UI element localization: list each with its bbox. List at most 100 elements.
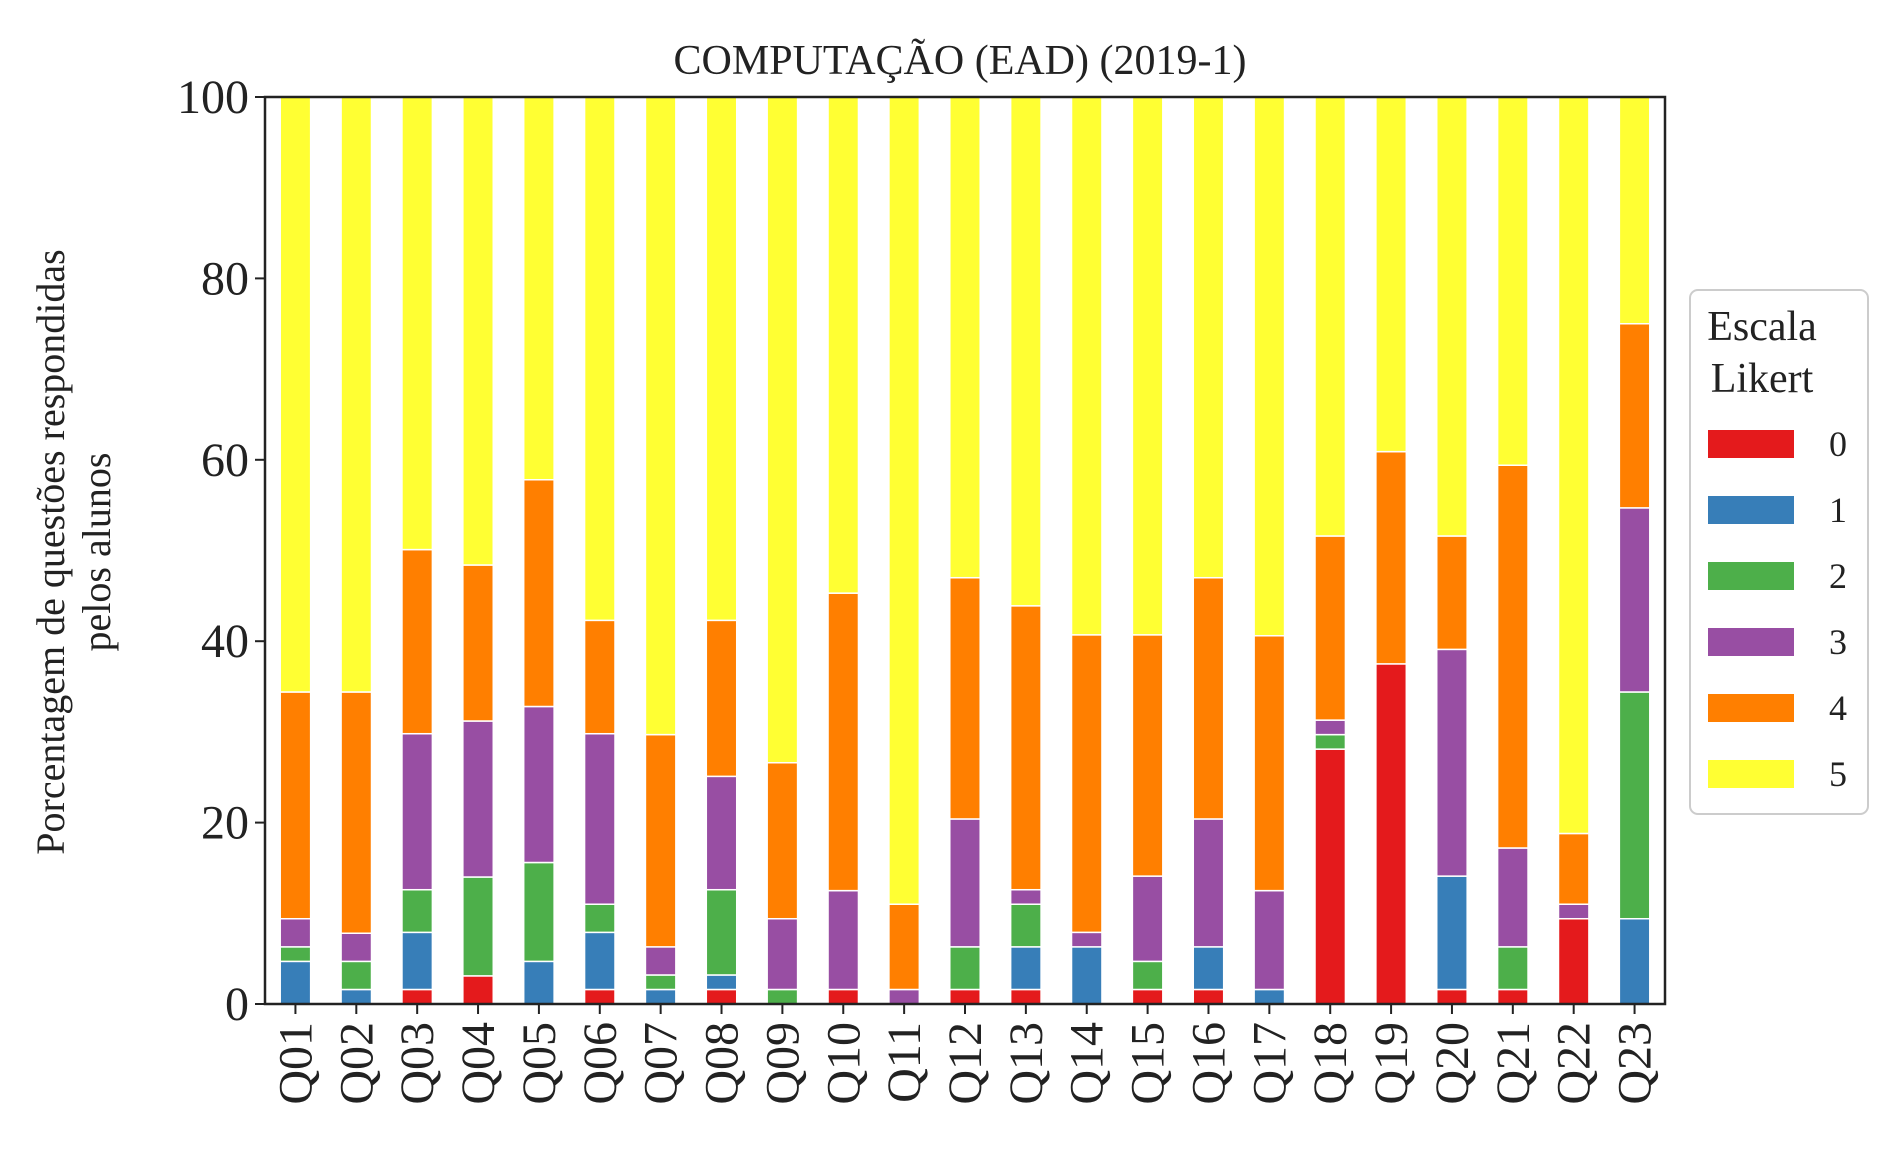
bar-q15-likert-3 <box>1131 875 1164 963</box>
bar-q22-likert-3 <box>1557 903 1590 920</box>
x-tick-label-q02: Q02 <box>330 1022 383 1105</box>
bar-q15-likert-4 <box>1131 634 1164 877</box>
bar-q04-likert-5 <box>462 96 495 566</box>
x-tick-label-q04: Q04 <box>452 1022 505 1105</box>
bar-q12-likert-2 <box>949 946 981 991</box>
legend-label-1: 1 <box>1829 490 1847 530</box>
bar-q05-likert-5 <box>522 96 555 481</box>
legend-swatch-3 <box>1708 628 1794 656</box>
x-tick-label-q11: Q11 <box>878 1022 931 1103</box>
y-tick-label-40: 40 <box>201 615 249 668</box>
bar-q09-likert-2 <box>766 988 799 1005</box>
x-tick-label-q05: Q05 <box>513 1022 566 1105</box>
bar-q04-likert-3 <box>462 720 495 878</box>
y-tick-label-80: 80 <box>201 252 249 305</box>
bar-q17-likert-3 <box>1253 889 1286 991</box>
bar-q18-likert-2 <box>1314 733 1347 750</box>
bar-q12-likert-3 <box>949 818 981 948</box>
y-axis-label-line-2: pelos alunos <box>74 453 119 652</box>
bar-q18-likert-0 <box>1314 748 1347 1005</box>
bar-q06-likert-5 <box>583 95 616 622</box>
bar-q04-likert-2 <box>462 876 495 977</box>
legend-swatch-1 <box>1708 496 1794 524</box>
bar-q16-likert-4 <box>1192 576 1225 820</box>
bar-q08-likert-2 <box>705 888 738 976</box>
bar-q09-likert-3 <box>766 917 799 991</box>
bar-q05-likert-3 <box>522 705 555 864</box>
bar-q03-likert-1 <box>401 931 434 991</box>
bar-q11-likert-3 <box>888 988 921 1005</box>
x-tick-label-q14: Q14 <box>1061 1022 1114 1105</box>
bar-q22-likert-0 <box>1557 917 1590 1005</box>
bar-q19-likert-4 <box>1375 450 1408 665</box>
bars-layer <box>279 94 1651 1005</box>
x-tick-label-q03: Q03 <box>391 1022 444 1105</box>
legend-title-line-2: Likert <box>1711 356 1814 402</box>
legend-swatch-4 <box>1708 694 1794 722</box>
bar-q23-likert-4 <box>1618 323 1651 509</box>
bar-q15-likert-0 <box>1131 988 1164 1005</box>
bar-q23-likert-3 <box>1618 507 1651 693</box>
bar-q04-likert-4 <box>462 564 495 722</box>
bar-q12-likert-5 <box>949 95 981 579</box>
legend-swatch-5 <box>1708 760 1794 788</box>
bar-q01-likert-5 <box>279 96 312 693</box>
x-axis-ticks: Q01 Q02 Q03 Q04 Q05 Q06 Q07 Q08 Q09 Q10 Q11 Q12 Q13 Q… <box>269 1004 1662 1105</box>
legend-label-0: 0 <box>1829 424 1847 464</box>
bar-q20-likert-3 <box>1435 648 1468 877</box>
x-tick-label-q01: Q01 <box>269 1022 322 1105</box>
bar-q07-likert-4 <box>644 733 677 948</box>
bar-q15-likert-5 <box>1131 95 1164 636</box>
bar-q18-likert-5 <box>1314 96 1347 537</box>
bar-q01-likert-1 <box>279 960 312 1005</box>
legend-label-2: 2 <box>1829 556 1847 596</box>
y-tick-label-0: 0 <box>225 978 249 1031</box>
x-tick-label-q06: Q06 <box>574 1022 627 1105</box>
legend-swatch-2 <box>1708 562 1794 590</box>
bar-q02-likert-3 <box>340 932 373 963</box>
bar-q21-likert-3 <box>1496 847 1529 948</box>
bar-q13-likert-5 <box>1009 94 1042 607</box>
bar-q15-likert-2 <box>1131 960 1164 991</box>
bar-q07-likert-1 <box>644 988 677 1005</box>
bar-q03-likert-2 <box>401 888 434 934</box>
bar-q03-likert-5 <box>401 95 434 551</box>
bar-q06-likert-3 <box>583 732 616 905</box>
bar-q21-likert-2 <box>1496 946 1529 991</box>
bar-q17-likert-5 <box>1253 96 1286 637</box>
x-tick-label-q10: Q10 <box>817 1022 870 1105</box>
x-tick-label-q15: Q15 <box>1122 1022 1175 1105</box>
x-tick-label-q22: Q22 <box>1548 1022 1601 1105</box>
bar-q16-likert-3 <box>1192 818 1225 948</box>
bar-q16-likert-5 <box>1192 95 1225 579</box>
y-tick-label-20: 20 <box>201 797 249 850</box>
x-tick-label-q12: Q12 <box>939 1022 992 1105</box>
plot-frame <box>263 95 1667 1006</box>
x-tick-label-q21: Q21 <box>1487 1022 1540 1105</box>
bar-q18-likert-3 <box>1314 719 1347 736</box>
bar-q10-likert-3 <box>827 889 860 991</box>
bar-q06-likert-4 <box>583 619 616 735</box>
bar-q05-likert-1 <box>522 960 555 1005</box>
bar-q07-likert-2 <box>644 974 677 991</box>
legend-label-3: 3 <box>1829 622 1847 662</box>
bar-q01-likert-3 <box>279 917 312 948</box>
bar-q10-likert-0 <box>827 988 860 1005</box>
bar-q14-likert-1 <box>1070 946 1103 1005</box>
bar-q20-likert-5 <box>1435 96 1468 537</box>
bar-q08-likert-3 <box>705 775 738 891</box>
bar-q04-likert-0 <box>462 975 495 1005</box>
legend-label-5: 5 <box>1829 754 1847 794</box>
bar-q22-likert-4 <box>1557 832 1590 905</box>
x-tick-label-q23: Q23 <box>1609 1022 1662 1105</box>
legend-swatch-0 <box>1708 430 1794 458</box>
bar-q06-likert-2 <box>583 903 616 934</box>
bar-q19-likert-5 <box>1375 96 1408 453</box>
bar-q03-likert-3 <box>401 732 434 891</box>
bar-q20-likert-1 <box>1435 875 1468 991</box>
bar-q12-likert-0 <box>949 988 981 1005</box>
bar-q13-likert-2 <box>1009 903 1042 948</box>
bar-q08-likert-0 <box>705 988 738 1005</box>
bar-q21-likert-4 <box>1496 464 1529 849</box>
bar-q08-likert-4 <box>705 619 738 778</box>
